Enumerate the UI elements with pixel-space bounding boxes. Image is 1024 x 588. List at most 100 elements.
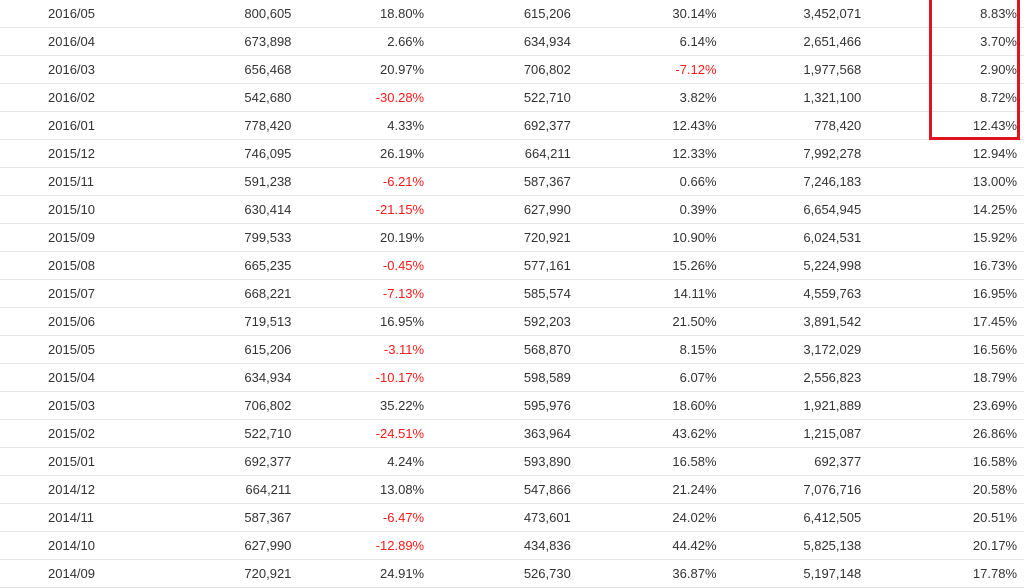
cell-change-2: 0.66% [582,167,729,196]
cell-change-1: 20.19% [291,223,438,252]
cell-change-2: 24.02% [582,503,729,532]
cell-month: 2015/08 [0,251,136,280]
table-row: 2016/01 778,420 4.33% 692,377 12.43% 778,420 1… [0,111,1024,140]
table-row: 2016/05 800,605 18.80% 615,206 30.14% 3,452,0… [0,0,1024,28]
table-row: 2014/12 664,211 13.08% 547,866 21.24% 7,076,7… [0,475,1024,504]
cell-change-1: -6.47% [291,503,438,532]
cell-value-2: 473,601 [437,503,583,532]
cell-month: 2016/05 [0,0,136,28]
cell-value-1: 627,990 [135,531,292,560]
cell-value-2: 587,367 [437,167,583,196]
cell-value-1: 634,934 [135,363,292,392]
cell-cumulative-change: 2.90% [874,55,1024,84]
table-row: 2015/01 692,377 4.24% 593,890 16.58% 692,377 1… [0,447,1024,476]
cell-cumulative: 3,452,071 [728,0,875,28]
cell-cumulative-change: 18.79% [874,363,1024,392]
cell-cumulative-change: 8.72% [874,83,1024,112]
cell-value-2: 598,589 [437,363,583,392]
cell-cumulative: 6,412,505 [728,503,875,532]
table-row: 2014/09 720,921 24.91% 526,730 36.87% 5,197,1… [0,559,1024,588]
cell-change-1: -30.28% [291,83,438,112]
cell-change-2: 21.50% [582,307,729,336]
cell-month: 2015/07 [0,279,136,308]
cell-value-1: 656,468 [135,55,292,84]
cell-value-1: 615,206 [135,335,292,364]
cell-change-1: 13.08% [291,475,438,504]
cell-month: 2015/01 [0,447,136,476]
table-row: 2015/10 630,414 -21.15% 627,990 0.39% 6,654,9… [0,195,1024,224]
cell-cumulative: 3,891,542 [728,307,875,336]
cell-change-2: 30.14% [582,0,729,28]
cell-value-1: 665,235 [135,251,292,280]
cell-value-2: 615,206 [437,0,583,28]
cell-value-1: 800,605 [135,0,292,28]
cell-value-1: 720,921 [135,559,292,588]
cell-change-1: 18.80% [291,0,438,28]
table-row: 2015/08 665,235 -0.45% 577,161 15.26% 5,224,9… [0,251,1024,280]
table-row: 2015/07 668,221 -7.13% 585,574 14.11% 4,559,7… [0,279,1024,308]
cell-value-2: 720,921 [437,223,583,252]
cell-change-2: 21.24% [582,475,729,504]
cell-change-1: -24.51% [291,419,438,448]
cell-change-1: 35.22% [291,391,438,420]
cell-change-2: 43.62% [582,419,729,448]
cell-change-1: -21.15% [291,195,438,224]
table-row: 2016/04 673,898 2.66% 634,934 6.14% 2,651,466… [0,27,1024,56]
cell-cumulative: 1,321,100 [728,83,875,112]
cell-cumulative-change: 12.43% [874,111,1024,140]
cell-cumulative-change: 16.56% [874,335,1024,364]
cell-cumulative: 4,559,763 [728,279,875,308]
cell-change-2: 12.43% [582,111,729,140]
cell-change-1: -3.11% [291,335,438,364]
cell-value-2: 547,866 [437,475,583,504]
cell-change-1: 4.33% [291,111,438,140]
cell-month: 2015/12 [0,139,136,168]
cell-value-1: 719,513 [135,307,292,336]
cell-value-2: 692,377 [437,111,583,140]
cell-value-1: 630,414 [135,195,292,224]
cell-change-1: -10.17% [291,363,438,392]
table-row: 2016/03 656,468 20.97% 706,802 -7.12% 1,977,5… [0,55,1024,84]
table-row: 2014/10 627,990 -12.89% 434,836 44.42% 5,825,… [0,531,1024,560]
cell-cumulative-change: 13.00% [874,167,1024,196]
cell-change-2: 12.33% [582,139,729,168]
cell-month: 2015/02 [0,419,136,448]
cell-value-2: 706,802 [437,55,583,84]
cell-cumulative: 692,377 [728,447,875,476]
table-row: 2015/12 746,095 26.19% 664,211 12.33% 7,992,2… [0,139,1024,168]
cell-change-1: 4.24% [291,447,438,476]
cell-month: 2015/11 [0,167,136,196]
cell-change-2: 0.39% [582,195,729,224]
cell-value-2: 585,574 [437,279,583,308]
cell-value-2: 593,890 [437,447,583,476]
cell-cumulative: 6,024,531 [728,223,875,252]
cell-change-2: 15.26% [582,251,729,280]
cell-month: 2016/02 [0,83,136,112]
cell-value-2: 627,990 [437,195,583,224]
cell-month: 2015/09 [0,223,136,252]
table-row: 2015/11 591,238 -6.21% 587,367 0.66% 7,246,18… [0,167,1024,196]
table-row: 2016/02 542,680 -30.28% 522,710 3.82% 1,321,1… [0,83,1024,112]
cell-value-2: 434,836 [437,531,583,560]
cell-cumulative: 1,921,889 [728,391,875,420]
cell-value-1: 591,238 [135,167,292,196]
cell-value-1: 692,377 [135,447,292,476]
cell-change-2: 44.42% [582,531,729,560]
cell-value-2: 526,730 [437,559,583,588]
cell-cumulative-change: 16.58% [874,447,1024,476]
cell-cumulative-change: 16.73% [874,251,1024,280]
cell-change-2: 36.87% [582,559,729,588]
cell-month: 2016/01 [0,111,136,140]
cell-value-1: 668,221 [135,279,292,308]
table-row: 2015/06 719,513 16.95% 592,203 21.50% 3,891,5… [0,307,1024,336]
cell-change-2: 3.82% [582,83,729,112]
cell-value-1: 522,710 [135,419,292,448]
cell-change-2: 16.58% [582,447,729,476]
cell-change-2: 18.60% [582,391,729,420]
cell-cumulative-change: 14.25% [874,195,1024,224]
cell-cumulative-change: 8.83% [874,0,1024,28]
cell-change-1: -0.45% [291,251,438,280]
table-row: 2015/02 522,710 -24.51% 363,964 43.62% 1,215,… [0,419,1024,448]
